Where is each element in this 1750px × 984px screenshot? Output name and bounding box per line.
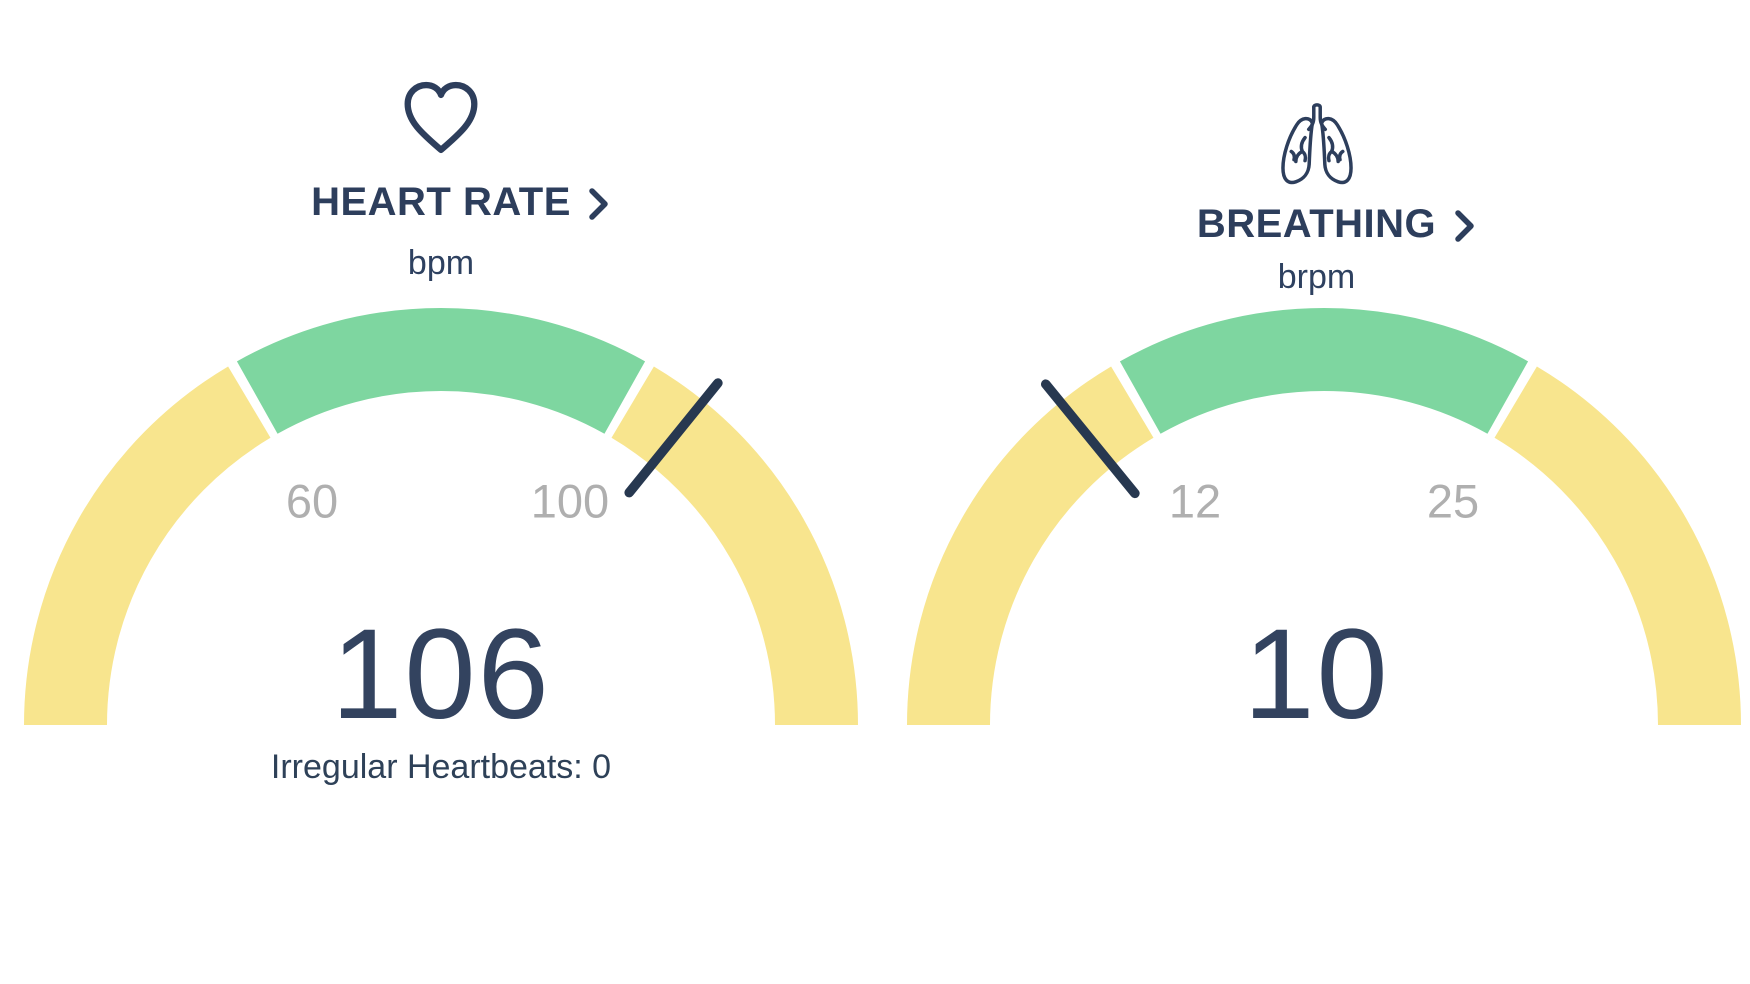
breathing-gauge: 12 25 — [907, 308, 1741, 726]
gauge-needle — [624, 378, 723, 498]
heart-rate-title-link[interactable]: HEART RATE — [0, 180, 882, 224]
heart-outline-icon — [0, 74, 882, 160]
tick-label-low: 60 — [286, 475, 338, 528]
gauge-title: BREATHING — [1196, 202, 1437, 246]
tick-label-high: 100 — [531, 475, 609, 528]
heart-rate-gauge: 60 100 — [24, 308, 858, 726]
tick-label-low: 12 — [1169, 475, 1221, 528]
gauge-title: HEART RATE — [311, 180, 571, 224]
gauge-unit: bpm — [407, 244, 475, 282]
breathing-title-link[interactable]: BREATHING — [883, 202, 1750, 246]
lungs-icon — [883, 99, 1750, 191]
gauge-zone-high-arc — [1494, 366, 1741, 726]
irregular-heartbeats-note: Irregular Heartbeats: 0 — [270, 748, 612, 786]
gauge-zone-normal-arc — [236, 308, 646, 434]
gauge-zone-normal-arc — [1119, 308, 1529, 434]
gauge-zone-low-arc — [24, 366, 271, 726]
gauge-unit: brpm — [1277, 258, 1356, 296]
chevron-right-icon — [588, 187, 610, 221]
chevron-right-icon — [1454, 209, 1476, 243]
gauge-value: 10 — [1243, 603, 1390, 746]
gauge-value: 106 — [331, 603, 551, 746]
heart-rate-card: HEART RATE bpm 60 100 106 Irregular Hear… — [0, 74, 882, 786]
tick-label-high: 25 — [1427, 475, 1479, 528]
gauge-needle — [1040, 379, 1140, 499]
breathing-card: BREATHING brpm 12 25 10 — [883, 0, 1750, 984]
